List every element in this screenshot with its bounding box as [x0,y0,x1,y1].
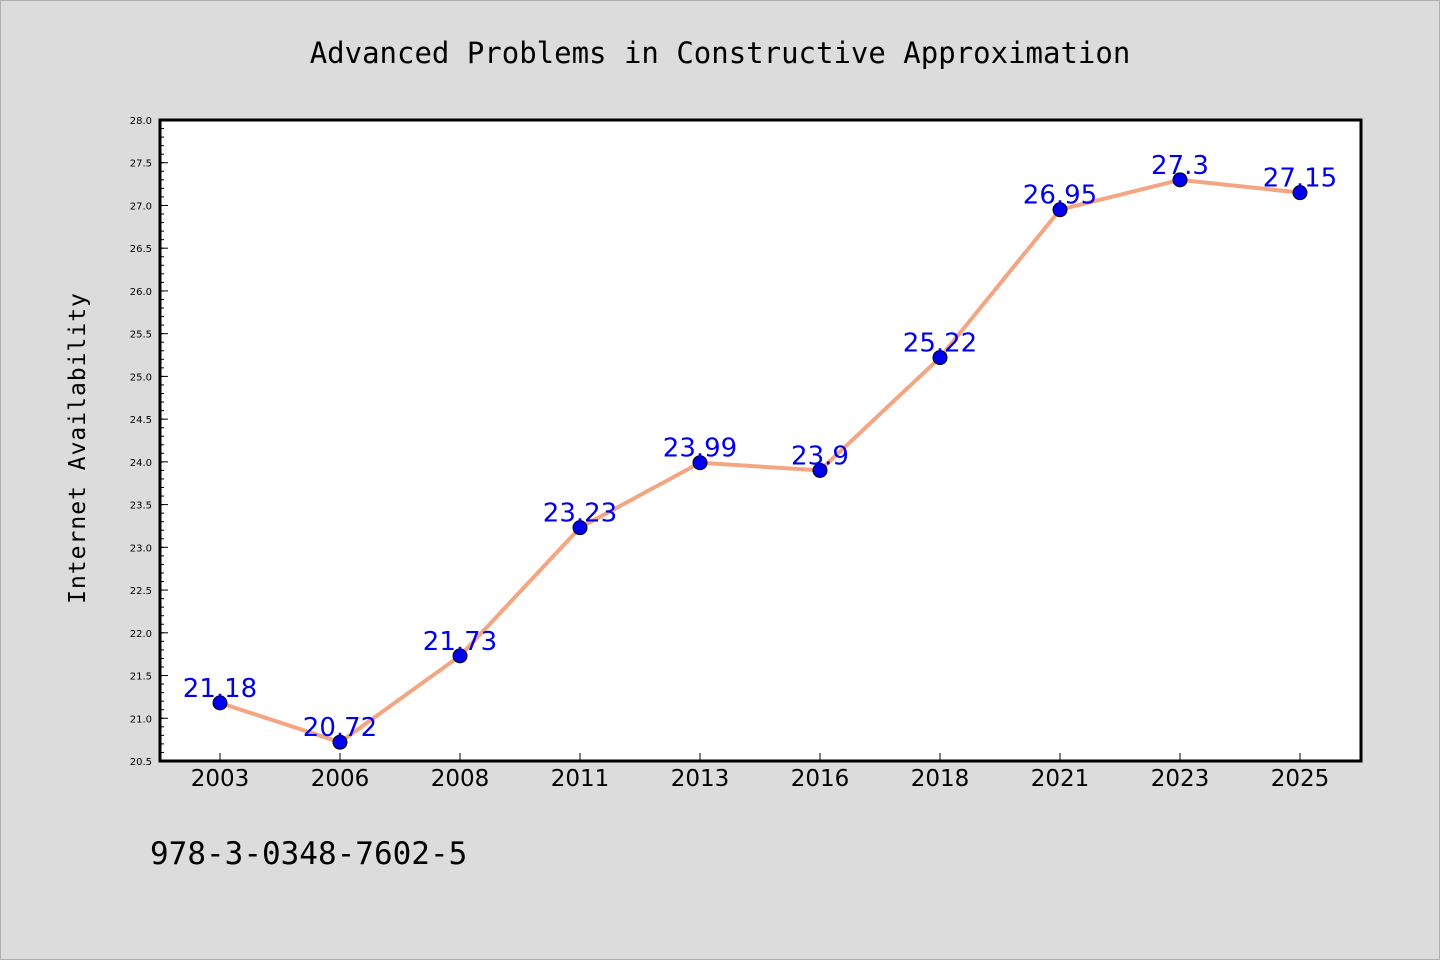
x-tick-label: 2023 [1151,766,1210,792]
series-line [218,177,1302,745]
y-tick-label: 23.0 [130,543,152,554]
data-label: 23.99 [663,434,737,464]
x-tick-label: 2011 [551,766,610,792]
y-tick-label: 24.0 [130,458,152,469]
data-label: 23.23 [543,499,617,529]
y-tick-label: 21.0 [130,714,152,725]
data-point [1292,185,1308,201]
y-tick-label: 25.5 [130,330,152,341]
y-tick-label: 26.0 [130,287,152,298]
data-point [212,695,228,711]
x-tick-label: 2003 [191,766,250,792]
data-label: 21.18 [183,674,257,704]
y-tick-label: 25.0 [130,372,152,383]
x-tick-label: 2008 [431,766,490,792]
data-label: 25.22 [903,329,977,359]
y-tick-label: 27.0 [130,201,152,212]
data-point [1052,202,1068,218]
data-label: 27.15 [1263,164,1337,194]
data-label: 23.9 [791,441,849,471]
data-point [332,734,348,750]
data-point [1172,172,1188,188]
data-point [452,648,468,664]
x-tick-label: 2016 [791,766,850,792]
data-point [932,350,948,366]
y-tick-label: 28.0 [130,116,152,127]
x-tick-label: 2006 [311,766,370,792]
series-markers [212,172,1308,750]
y-tick-label: 22.5 [130,586,152,597]
data-label: 27.3 [1151,151,1209,181]
data-label: 21.73 [423,627,497,657]
x-tick-label: 2021 [1031,766,1090,792]
data-point [812,462,828,478]
data-point [692,455,708,471]
data-point [572,520,588,536]
x-tick-label: 2013 [671,766,730,792]
y-tick-label: 24.5 [130,415,152,426]
isbn-text: 978-3-0348-7602-5 [150,836,467,872]
y-tick-label: 21.5 [130,672,152,683]
data-label: 26.95 [1023,181,1097,211]
x-tick-label: 2025 [1271,766,1330,792]
x-tick-label: 2018 [911,766,970,792]
x-axis: 2003 2006 2008 2011 2013 2016 2018 2021 2023 2025 [191,753,1330,792]
y-tick-label: 20.5 [130,757,152,768]
y-axis: 20.5 21.0 21.5 22.0 22.5 23.0 23.5 24.0 24.5 25.0… [130,116,168,768]
data-label: 20.72 [303,713,377,743]
y-tick-label: 27.5 [130,159,152,170]
y-tick-label: 26.5 [130,244,152,255]
y-tick-label: 22.0 [130,629,152,640]
chart-title: Advanced Problems in Constructive Approx… [310,36,1131,70]
data-labels: 21.18 20.72 21.73 23.23 23.99 23.9 25.22 26.95 2… [183,151,1337,743]
y-axis-label: Internet Availability [65,292,91,604]
plot-area [158,118,1363,763]
y-tick-label: 23.5 [130,501,152,512]
